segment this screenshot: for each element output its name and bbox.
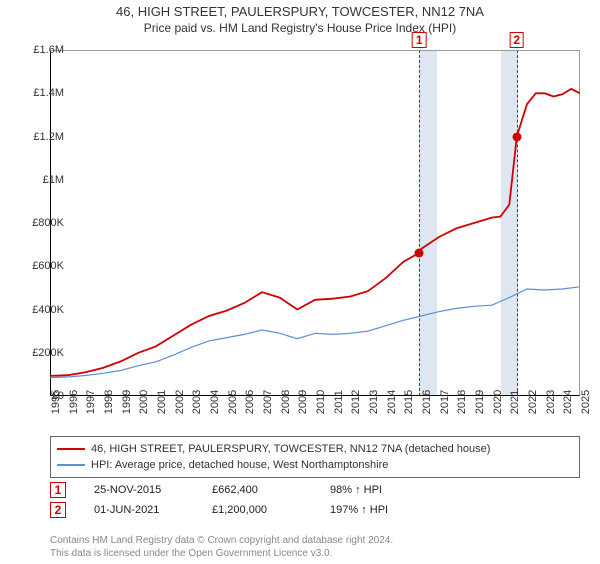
chart-title: 46, HIGH STREET, PAULERSPURY, TOWCESTER,… xyxy=(0,4,600,19)
x-tick-label: 2000 xyxy=(138,390,150,414)
y-tick-label: £1.4M xyxy=(33,87,64,99)
footer-num-box: 1 xyxy=(50,482,66,498)
y-tick-label: £1.2M xyxy=(33,131,64,143)
x-tick-label: 2023 xyxy=(545,390,557,414)
x-tick-label: 1995 xyxy=(50,390,62,414)
x-tick-label: 1999 xyxy=(121,390,133,414)
y-tick-label: £1M xyxy=(43,174,64,186)
top-marker-label: 1 xyxy=(412,32,427,48)
x-tick-label: 2007 xyxy=(262,390,274,414)
x-tick-label: 2005 xyxy=(227,390,239,414)
legend: 46, HIGH STREET, PAULERSPURY, TOWCESTER,… xyxy=(50,436,580,478)
footer-date: 25-NOV-2015 xyxy=(94,484,184,496)
y-tick-label: £400K xyxy=(32,304,64,316)
x-tick-label: 2016 xyxy=(421,390,433,414)
footer-price: £1,200,000 xyxy=(212,504,302,516)
x-tick-label: 2014 xyxy=(386,390,398,414)
legend-swatch xyxy=(57,448,85,450)
x-tick-label: 1998 xyxy=(103,390,115,414)
x-tick-label: 2017 xyxy=(439,390,451,414)
top-marker-label: 2 xyxy=(509,32,524,48)
footer-pct: 98% ↑ HPI xyxy=(330,484,420,496)
footer-price: £662,400 xyxy=(212,484,302,496)
footer-row: 2 01-JUN-2021 £1,200,000 197% ↑ HPI xyxy=(50,500,580,520)
x-tick-label: 2003 xyxy=(191,390,203,414)
data-point-marker xyxy=(512,132,521,141)
data-point-marker xyxy=(415,248,424,257)
chart-area xyxy=(50,50,580,396)
attribution: Contains HM Land Registry data © Crown c… xyxy=(50,534,580,560)
x-tick-label: 2002 xyxy=(174,390,186,414)
footer-num-box: 2 xyxy=(50,502,66,518)
attribution-line: Contains HM Land Registry data © Crown c… xyxy=(50,534,580,547)
x-tick-label: 2012 xyxy=(350,390,362,414)
x-tick-label: 2019 xyxy=(474,390,486,414)
x-tick-label: 2013 xyxy=(368,390,380,414)
legend-swatch xyxy=(57,464,85,466)
x-tick-label: 2022 xyxy=(527,390,539,414)
x-tick-label: 2020 xyxy=(492,390,504,414)
y-tick-label: £200K xyxy=(32,347,64,359)
x-tick-label: 2015 xyxy=(403,390,415,414)
x-tick-label: 2001 xyxy=(156,390,168,414)
x-tick-label: 2008 xyxy=(280,390,292,414)
legend-label: HPI: Average price, detached house, West… xyxy=(91,459,388,471)
footer-row: 1 25-NOV-2015 £662,400 98% ↑ HPI xyxy=(50,480,580,500)
y-tick-label: £800K xyxy=(32,217,64,229)
x-tick-label: 2024 xyxy=(562,390,574,414)
legend-label: 46, HIGH STREET, PAULERSPURY, TOWCESTER,… xyxy=(91,443,490,455)
x-tick-label: 2025 xyxy=(580,390,592,414)
x-tick-label: 2009 xyxy=(297,390,309,414)
x-tick-label: 2004 xyxy=(209,390,221,414)
x-tick-label: 1997 xyxy=(85,390,97,414)
legend-entry: 46, HIGH STREET, PAULERSPURY, TOWCESTER,… xyxy=(57,441,573,457)
footer-table: 1 25-NOV-2015 £662,400 98% ↑ HPI 2 01-JU… xyxy=(50,480,580,520)
y-tick-label: £600K xyxy=(32,260,64,272)
x-tick-label: 2011 xyxy=(333,390,345,414)
legend-entry: HPI: Average price, detached house, West… xyxy=(57,457,573,473)
attribution-line: This data is licensed under the Open Gov… xyxy=(50,547,580,560)
y-tick-label: £1.6M xyxy=(33,44,64,56)
x-tick-label: 1996 xyxy=(68,390,80,414)
chart-svg xyxy=(50,50,580,396)
x-tick-label: 2018 xyxy=(456,390,468,414)
x-tick-label: 2010 xyxy=(315,390,327,414)
x-tick-label: 2006 xyxy=(244,390,256,414)
x-tick-label: 2021 xyxy=(509,390,521,414)
footer-date: 01-JUN-2021 xyxy=(94,504,184,516)
footer-pct: 197% ↑ HPI xyxy=(330,504,420,516)
